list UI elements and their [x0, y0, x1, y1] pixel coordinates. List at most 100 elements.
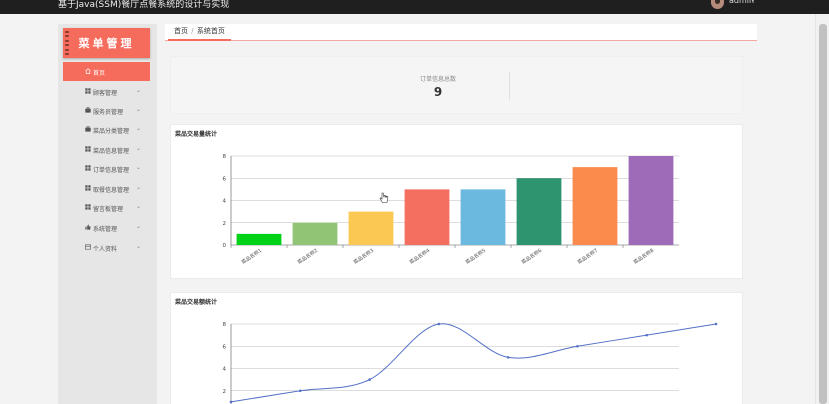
data-point: [437, 322, 441, 326]
briefcase-icon: [85, 107, 91, 113]
breadcrumb-separator: /: [191, 27, 194, 35]
y-tick-label: 8: [223, 322, 227, 328]
bar: [516, 178, 562, 245]
y-tick-label: 2: [223, 221, 227, 227]
stat-label: 订单信息总数: [419, 76, 456, 83]
briefcase-icon: [85, 126, 91, 132]
grid-icon: [85, 88, 91, 94]
grid-icon: [85, 204, 91, 210]
data-point: [506, 356, 510, 359]
sidebar-item-0[interactable]: 首页: [63, 62, 150, 81]
chevron-down-icon: ⌄: [136, 125, 142, 132]
breadcrumb: 首页 / 系统首页: [165, 24, 757, 41]
gear-icon: [85, 224, 91, 230]
stat-divider: [509, 72, 510, 100]
bar: [292, 222, 338, 245]
sidebar-item-2[interactable]: 服务员管理 ⌄: [63, 101, 150, 120]
bar: [460, 189, 506, 245]
sidebar-item-label: 服务员管理: [93, 109, 124, 116]
y-tick-label: 4: [223, 199, 227, 205]
grid-icon: [85, 165, 91, 171]
grid-icon: [85, 146, 91, 152]
chevron-down-icon: ⌄: [136, 87, 142, 94]
series-line: [230, 323, 717, 403]
chevron-down-icon[interactable]: ▾: [751, 0, 755, 4]
bar: [628, 156, 674, 245]
chevron-down-icon: ⌄: [136, 203, 142, 210]
data-point: [576, 344, 579, 348]
data-point: [368, 378, 371, 381]
bar-chart-title: 菜品交易量统计: [175, 131, 218, 138]
sidebar-item-5[interactable]: 订单信息管理 ⌄: [63, 159, 150, 178]
sidebar-item-6[interactable]: 取餐信息管理 ⌄: [63, 179, 150, 198]
sidebar-item-label: 个人资料: [93, 246, 118, 253]
bar: [348, 211, 394, 245]
stat-value: 9: [433, 85, 443, 99]
breadcrumb-current: 系统首页: [196, 27, 225, 35]
y-tick-label: 8: [223, 154, 227, 160]
page-scrollbar[interactable]: [815, 14, 829, 404]
bar-chart-card: 0 2 4 6 8 菜品名称1 菜品名称2 菜品名称3 菜品名称4 菜品名称5 菜品名称6 菜品名称7…: [170, 124, 743, 279]
sidebar-item-8[interactable]: 系统管理 ⌄: [63, 218, 150, 237]
x-tick-label: 菜品名称2: [296, 247, 319, 266]
sidebar-item-3[interactable]: 菜品分类管理 ⌄: [63, 120, 150, 139]
sidebar-item-label: 顾客管理: [93, 90, 118, 97]
top-bar: 基于Java(SSM)餐厅点餐系统的设计与实现 admin ▾: [0, 0, 829, 14]
sidebar-item-label: 菜品信息管理: [93, 148, 130, 155]
x-tick-label: 菜品名称5: [464, 247, 487, 266]
order-count-card: 订单信息总数 9: [170, 56, 743, 114]
line-chart: 2 4 6 8: [223, 322, 718, 404]
data-point: [229, 400, 233, 404]
chevron-down-icon: ⌄: [136, 243, 142, 250]
sidebar-item-label: 菜品分类管理: [93, 128, 130, 135]
chevron-down-icon: ⌄: [136, 223, 142, 230]
binder-rings-icon: [65, 31, 70, 55]
data-point: [714, 322, 718, 326]
x-tick-label: 菜品名称4: [408, 247, 431, 266]
sidebar-item-9[interactable]: 个人资料 ⌄: [63, 238, 150, 257]
chevron-down-icon: ⌄: [136, 145, 142, 152]
grid-icon: [85, 185, 91, 191]
logo-text: 菜单管理: [78, 37, 135, 50]
y-tick-label: 0: [223, 243, 227, 249]
x-tick-label: 菜品名称3: [352, 247, 375, 266]
hand-cursor-icon: [379, 192, 389, 203]
bar: [572, 167, 618, 245]
data-point: [645, 333, 649, 337]
breadcrumb-tab[interactable]: 首页 / 系统首页: [168, 23, 231, 41]
sidebar-item-label: 留言板管理: [93, 206, 124, 213]
chevron-down-icon: ⌄: [136, 184, 142, 191]
breadcrumb-home[interactable]: 首页: [174, 27, 188, 35]
app-title: 基于Java(SSM)餐厅点餐系统的设计与实现: [58, 0, 230, 10]
data-point: [298, 389, 302, 393]
sidebar-item-label: 订单信息管理: [93, 167, 130, 174]
x-tick-label: 菜品名称1: [240, 247, 263, 266]
sidebar-item-label: 系统管理: [93, 226, 118, 233]
home-icon: [85, 68, 91, 74]
sidebar-item-4[interactable]: 菜品信息管理 ⌄: [63, 140, 150, 159]
y-tick-label: 6: [223, 176, 227, 182]
y-tick-label: 4: [223, 367, 227, 373]
bar: [236, 233, 282, 245]
sidebar-item-1[interactable]: 顾客管理 ⌄: [63, 82, 150, 101]
chevron-down-icon: ⌄: [136, 164, 142, 171]
card-icon: [85, 244, 91, 250]
x-tick-label: 菜品名称8: [632, 247, 655, 266]
bar-chart: 0 2 4 6 8 菜品名称1 菜品名称2 菜品名称3 菜品名称4 菜品名称5 菜品名称6 菜品名称7…: [223, 154, 679, 266]
sidebar-item-label: 首页: [93, 70, 106, 77]
line-chart-title: 菜品交易额统计: [175, 299, 218, 306]
bar: [404, 189, 450, 245]
username[interactable]: admin: [729, 0, 755, 5]
line-chart-card: 2 4 6 8 菜品交易额统计: [170, 292, 743, 404]
x-tick-label: 菜品名称6: [520, 247, 543, 266]
chevron-down-icon: ⌄: [136, 106, 142, 113]
y-tick-label: 2: [223, 389, 227, 395]
scrollbar-thumb[interactable]: [819, 24, 827, 404]
sidebar: 菜单管理 首页 顾客管理 ⌄ 服务员管理 ⌄ 菜品分类管理 ⌄ 菜品信息管理 ⌄ 订单信息管理 ⌄ 取…: [58, 24, 157, 404]
sidebar-item-label: 取餐信息管理: [93, 187, 130, 194]
logo: 菜单管理: [63, 28, 150, 58]
avatar[interactable]: [711, 0, 724, 9]
x-tick-label: 菜品名称7: [576, 247, 599, 266]
sidebar-item-7[interactable]: 留言板管理 ⌄: [63, 198, 150, 217]
y-tick-label: 6: [223, 344, 227, 350]
